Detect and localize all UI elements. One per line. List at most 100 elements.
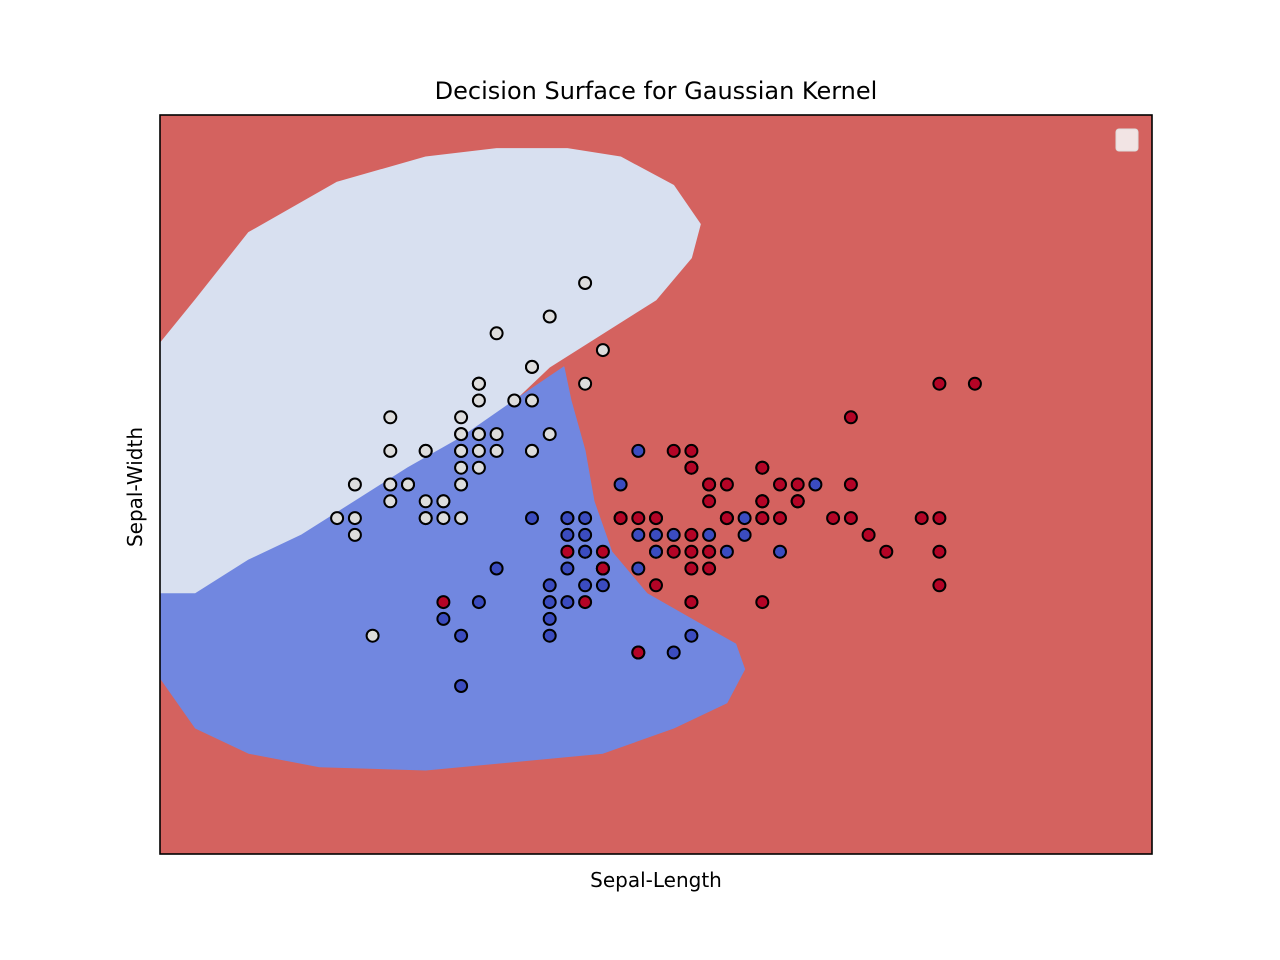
- point-class-1: [542, 628, 557, 643]
- point-class-2: [684, 460, 699, 475]
- point-class-1: [666, 527, 681, 542]
- point-class-2: [631, 511, 646, 526]
- point-class-2: [649, 511, 663, 526]
- point-class-1: [719, 544, 734, 559]
- point-class-0: [578, 276, 593, 290]
- point-class-1: [542, 611, 557, 626]
- point-class-2: [702, 544, 717, 559]
- point-class-2: [755, 511, 770, 526]
- point-class-2: [436, 595, 451, 610]
- point-class-1: [649, 527, 663, 542]
- region-class-1: [160, 366, 746, 771]
- point-class-0: [365, 628, 380, 643]
- point-class-1: [578, 511, 593, 526]
- point-class-2: [932, 376, 947, 391]
- point-class-2: [861, 527, 876, 542]
- point-class-1: [737, 527, 752, 542]
- point-class-1: [454, 679, 469, 693]
- point-class-0: [418, 511, 433, 526]
- point-class-0: [347, 477, 362, 492]
- point-class-1: [560, 527, 575, 542]
- point-class-2: [932, 511, 947, 526]
- point-class-2: [684, 527, 699, 542]
- point-class-1: [578, 527, 593, 542]
- point-class-1: [471, 595, 486, 610]
- point-class-0: [471, 427, 486, 442]
- point-class-1: [737, 511, 752, 526]
- point-class-2: [843, 511, 858, 526]
- point-class-2: [790, 494, 805, 509]
- point-class-0: [578, 376, 593, 391]
- point-class-1: [560, 561, 575, 576]
- point-class-0: [471, 376, 486, 391]
- point-class-2: [666, 544, 681, 559]
- point-class-2: [755, 494, 770, 509]
- point-class-2: [932, 544, 947, 559]
- point-class-2: [967, 376, 982, 391]
- point-class-0: [489, 443, 504, 458]
- point-class-0: [525, 393, 539, 408]
- point-class-1: [578, 578, 593, 593]
- point-class-2: [684, 561, 699, 576]
- plot-area: [159, 114, 1153, 855]
- point-class-2: [631, 645, 646, 660]
- point-class-0: [471, 393, 486, 408]
- point-class-0: [507, 393, 522, 408]
- x-axis-label: Sepal-Length: [590, 868, 722, 892]
- point-class-2: [826, 511, 841, 526]
- point-class-2: [879, 544, 894, 559]
- point-class-0: [542, 427, 557, 442]
- point-class-1: [649, 544, 663, 559]
- point-class-0: [454, 443, 469, 458]
- point-class-1: [773, 544, 787, 559]
- y-axis-label: Sepal-Width: [123, 427, 147, 547]
- point-class-1: [454, 628, 469, 643]
- point-class-0: [454, 511, 469, 526]
- point-class-1: [560, 511, 575, 526]
- point-class-0: [471, 443, 486, 458]
- point-class-0: [347, 511, 362, 526]
- point-class-1: [525, 511, 539, 526]
- point-class-2: [914, 511, 929, 526]
- chart-title: Decision Surface for Gaussian Kernel: [435, 77, 878, 105]
- point-class-2: [755, 595, 770, 610]
- point-class-0: [347, 527, 362, 542]
- point-class-0: [383, 494, 398, 509]
- point-class-0: [454, 477, 469, 492]
- point-class-1: [808, 477, 823, 492]
- point-class-1: [542, 578, 557, 593]
- point-class-0: [436, 511, 451, 526]
- point-class-2: [702, 494, 717, 509]
- point-class-0: [525, 443, 539, 458]
- point-class-2: [773, 511, 787, 526]
- point-class-0: [401, 477, 415, 492]
- point-class-1: [595, 578, 610, 593]
- point-class-1: [436, 611, 451, 626]
- point-class-0: [525, 359, 539, 374]
- point-class-0: [489, 326, 504, 341]
- point-class-2: [932, 578, 947, 593]
- point-class-2: [578, 595, 593, 610]
- point-class-2: [595, 561, 610, 576]
- point-class-2: [666, 443, 681, 458]
- point-class-1: [684, 628, 699, 643]
- point-class-1: [631, 561, 646, 576]
- series-class-2: [436, 376, 982, 660]
- point-class-2: [560, 544, 575, 559]
- point-class-1: [631, 527, 646, 542]
- point-class-2: [719, 511, 734, 526]
- point-class-0: [489, 427, 504, 442]
- data-points: [330, 276, 982, 693]
- point-class-2: [843, 410, 858, 425]
- point-class-0: [454, 460, 469, 475]
- point-class-2: [719, 477, 734, 492]
- point-class-2: [702, 477, 717, 492]
- legend-box: [1115, 128, 1139, 152]
- point-class-1: [489, 561, 504, 576]
- point-class-0: [418, 494, 433, 509]
- point-class-2: [684, 443, 699, 458]
- point-class-1: [542, 595, 557, 610]
- point-class-0: [542, 309, 557, 324]
- point-class-2: [790, 477, 805, 492]
